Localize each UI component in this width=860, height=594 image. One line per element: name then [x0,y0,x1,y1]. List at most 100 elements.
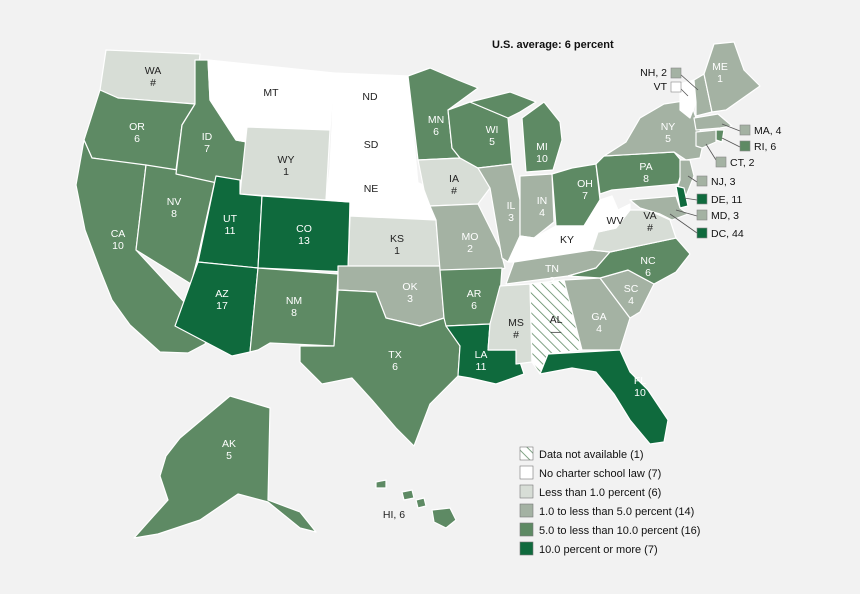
state-label-IA: IA [449,173,459,185]
state-value-WI: 5 [489,136,495,148]
callout-swatch-NH [670,67,682,79]
legend-swatch-no_law [519,465,534,480]
state-PA [595,151,685,195]
state-CT [695,129,717,149]
callout-swatch-CT [715,156,727,168]
state-value-LA: 11 [476,361,487,373]
small-state-callouts: NH, 2 VT MA, 4 RI, 6 CT, 2 NJ, 3 DE, 11 MD, 3 DC… [640,67,781,240]
callout-swatch-RI [739,140,751,152]
callout-leader-DE [683,197,698,201]
state-label-SC: SC [624,283,639,295]
state-labels: WA#OR6CA10NV8ID7MTWY1UT11AZ17CO13NM8NDSD… [111,61,728,521]
callout-label-NH: NH, 2 [640,67,667,79]
state-label-IN: IN [537,195,548,207]
state-value-IN: 4 [539,207,545,219]
state-label-GA: GA [591,311,606,323]
state-value-NM: 8 [291,307,297,319]
state-value-AK: 5 [226,450,232,462]
callout-leader-RI [721,137,741,148]
state-value-PA: 8 [643,173,649,185]
state-label-LA: LA [475,349,488,361]
state-label-MT: MT [263,87,279,99]
state-label-PA: PA [639,161,652,173]
state-value-OK: 3 [407,293,413,305]
callout-swatch-VT [670,81,682,93]
state-label-HI: HI, 6 [383,509,405,521]
callout-leader-CT [705,143,717,161]
state-value-SC: 4 [628,295,634,307]
state-value-MO: 2 [467,243,473,255]
callout-leader-NJ [687,175,698,183]
state-value-WY: 1 [283,166,289,178]
state-value-FL: 10 [634,387,646,399]
state-label-OR: OR [129,121,145,133]
state-label-WY: WY [278,154,295,166]
state-label-AL: AL [550,314,563,326]
callout-leader-NH [679,73,699,91]
state-FL [539,349,669,445]
legend: Data not available (1) No charter school … [519,446,700,556]
state-label-AZ: AZ [215,288,229,300]
state-label-KS: KS [390,233,404,245]
state-value-MN: 6 [433,126,439,138]
legend-label-c5to10: 5.0 to less than 10.0 percent (16) [539,525,700,537]
state-label-WI: WI [486,124,499,136]
callout-label-CT: CT, 2 [730,157,755,169]
state-label-VA: VA [643,210,656,222]
state-value-MI: 10 [536,153,548,165]
state-label-NV: NV [167,196,182,208]
state-NH [693,73,713,117]
state-value-IA: # [451,185,457,197]
state-MD [629,195,689,221]
callout-label-RI: RI, 6 [754,141,776,153]
callout-swatch-DC [696,227,708,239]
state-value-TN: 3 [549,275,555,287]
state-MI [469,91,563,173]
state-label-WV: WV [607,215,624,227]
callout-swatch-DE [696,193,708,205]
state-value-NY: 5 [665,133,671,145]
state-MA [693,113,733,131]
legend-swatch-c5to10 [519,522,534,537]
callout-label-MA: MA, 4 [754,125,782,137]
state-value-UT: 11 [225,225,236,237]
state-label-NM: NM [286,295,302,307]
state-label-KY: KY [560,234,574,246]
state-value-IL: 3 [508,212,514,224]
state-DE [675,185,689,209]
state-label-MS: MS [508,317,524,329]
state-IN [519,173,555,239]
callout-swatch-MA [739,124,751,136]
state-label-ME: ME [712,61,728,73]
state-label-ID: ID [202,131,213,143]
state-TX [299,289,461,447]
callout-label-MD: MD, 3 [711,210,739,222]
callout-swatch-NJ [696,175,708,187]
state-label-NY: NY [661,121,676,133]
state-label-ND: ND [362,91,378,103]
callout-leader-DC [669,213,698,234]
state-label-FL: FL [634,375,646,387]
state-label-WA: WA [145,65,162,77]
legend-swatch-c10plus [519,541,534,556]
state-label-AR: AR [467,288,482,300]
legend-swatch-na [519,446,534,461]
state-label-NC: NC [640,255,656,267]
state-label-MN: MN [428,114,444,126]
state-label-NE: NE [364,183,379,195]
legend-swatch-lt1 [519,484,534,499]
state-value-ME: 1 [717,73,723,85]
callout-leader-VT [679,87,689,97]
state-WV [583,195,631,233]
state-label-MO: MO [462,231,479,243]
state-label-CO: CO [296,223,312,235]
callout-label-NJ: NJ, 3 [711,176,736,188]
state-value-AL: — [551,326,562,338]
state-label-TX: TX [388,349,401,361]
callout-leader-MA [721,123,741,132]
state-value-CO: 13 [298,235,310,247]
state-value-KS: 1 [394,245,400,257]
state-VT [679,79,697,119]
legend-label-lt1: Less than 1.0 percent (6) [539,487,661,499]
